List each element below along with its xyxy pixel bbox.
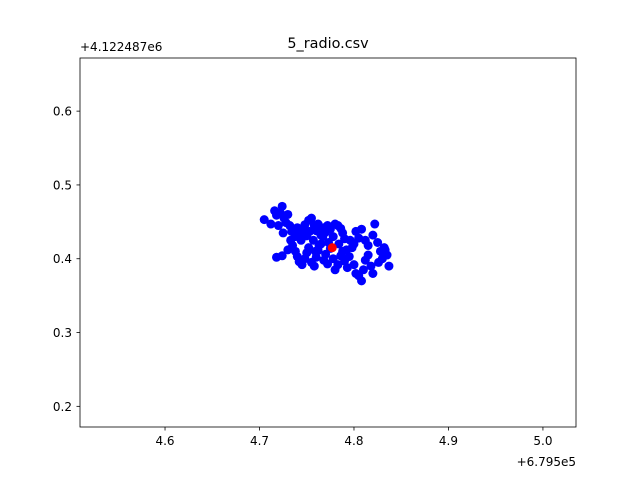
data-point (309, 261, 319, 271)
data-point (306, 213, 316, 223)
y-tick-label: 0.2 (53, 400, 72, 414)
axis-ticks: 4.6 4.7 4.8 4.9 5.0 0.2 0.3 0.4 0.5 0.6 (53, 105, 553, 448)
y-tick-label: 0.4 (53, 252, 72, 266)
x-tick-label: 4.6 (155, 434, 174, 448)
data-point (358, 265, 368, 275)
data-point (304, 243, 314, 253)
data-point (373, 238, 383, 247)
data-point (380, 245, 390, 255)
x-offset-label: +6.795e5 (517, 455, 576, 469)
data-point (286, 235, 296, 245)
data-point (349, 260, 359, 270)
data-point (278, 228, 288, 238)
data-point (266, 219, 276, 229)
x-tick-label: 4.7 (250, 434, 269, 448)
data-point (374, 257, 384, 267)
data-point (368, 268, 378, 278)
data-point (357, 276, 367, 286)
plot-area-frame (79, 57, 577, 428)
data-point (349, 239, 359, 249)
data-point (363, 240, 373, 250)
data-point (334, 239, 344, 249)
data-point (370, 219, 380, 229)
data-point (341, 245, 351, 255)
data-point (259, 215, 269, 225)
data-point (273, 221, 283, 231)
x-tick-label: 4.8 (344, 434, 363, 448)
data-point (283, 209, 293, 219)
data-point (357, 224, 367, 234)
data-point (363, 250, 373, 260)
data-point (277, 251, 287, 261)
data-point (384, 261, 394, 271)
data-point (318, 232, 328, 242)
x-tick-label: 4.9 (439, 434, 458, 448)
chart-title: 5_radio.csv (287, 36, 369, 52)
data-point (333, 260, 343, 270)
data-point (283, 245, 293, 255)
y-tick-label: 0.5 (53, 178, 72, 192)
data-point (296, 235, 306, 245)
data-point (366, 261, 376, 271)
data-point (368, 230, 378, 240)
highlight-point (327, 243, 337, 253)
data-point (277, 201, 287, 211)
y-offset-label: +4.122487e6 (80, 40, 162, 54)
data-point (310, 246, 320, 256)
y-tick-label: 0.6 (53, 105, 72, 119)
data-points (259, 201, 394, 286)
y-tick-label: 0.3 (53, 326, 72, 340)
x-tick-label: 5.0 (533, 434, 552, 448)
data-point (305, 226, 315, 236)
